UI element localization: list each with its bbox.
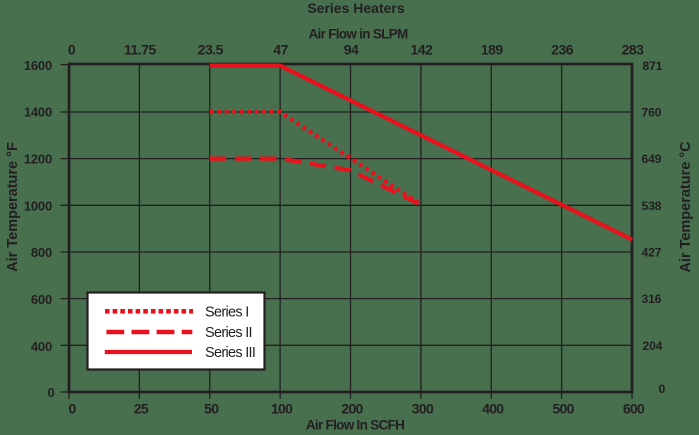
svg-text:1600: 1600 [24,58,52,73]
svg-text:649: 649 [642,152,662,166]
svg-text:Air Flow in SLPM: Air Flow in SLPM [308,27,408,42]
svg-text:50: 50 [204,400,219,416]
svg-text:204: 204 [643,339,663,353]
svg-text:283: 283 [622,41,645,57]
svg-text:0: 0 [68,41,76,57]
svg-text:1200: 1200 [24,152,52,167]
svg-text:189: 189 [481,41,504,57]
svg-text:23.5: 23.5 [198,41,224,57]
svg-text:427: 427 [642,246,662,260]
svg-text:Air Temperature °C: Air Temperature °C [678,141,694,273]
svg-text:1400: 1400 [24,105,52,120]
svg-text:871: 871 [643,59,663,73]
svg-text:200: 200 [341,400,363,416]
svg-text:800: 800 [31,245,52,260]
svg-text:94: 94 [344,41,359,57]
svg-text:142: 142 [410,41,433,57]
svg-text:Series Heaters: Series Heaters [307,0,405,16]
svg-text:538: 538 [642,199,662,213]
svg-text:236: 236 [551,41,574,57]
svg-text:0: 0 [659,382,666,396]
svg-text:100: 100 [271,400,293,416]
svg-text:Air Flow In SCFH: Air Flow In SCFH [306,418,404,433]
svg-text:11.75: 11.75 [124,41,156,57]
svg-text:Series II: Series II [205,325,252,341]
svg-text:47: 47 [273,41,288,57]
svg-text:0: 0 [68,400,76,416]
svg-text:600: 600 [31,292,52,307]
svg-text:Series I: Series I [205,304,249,320]
svg-text:0: 0 [47,385,54,400]
svg-text:400: 400 [482,400,504,416]
svg-text:Air Temperature °F: Air Temperature °F [5,142,21,272]
svg-text:760: 760 [642,106,662,120]
svg-text:600: 600 [623,400,645,416]
svg-text:25: 25 [134,400,149,416]
svg-text:1000: 1000 [24,198,52,213]
svg-text:Series III: Series III [205,345,255,361]
svg-text:300: 300 [412,400,434,416]
svg-text:316: 316 [642,292,662,306]
svg-text:500: 500 [552,400,574,416]
svg-text:400: 400 [31,339,52,354]
